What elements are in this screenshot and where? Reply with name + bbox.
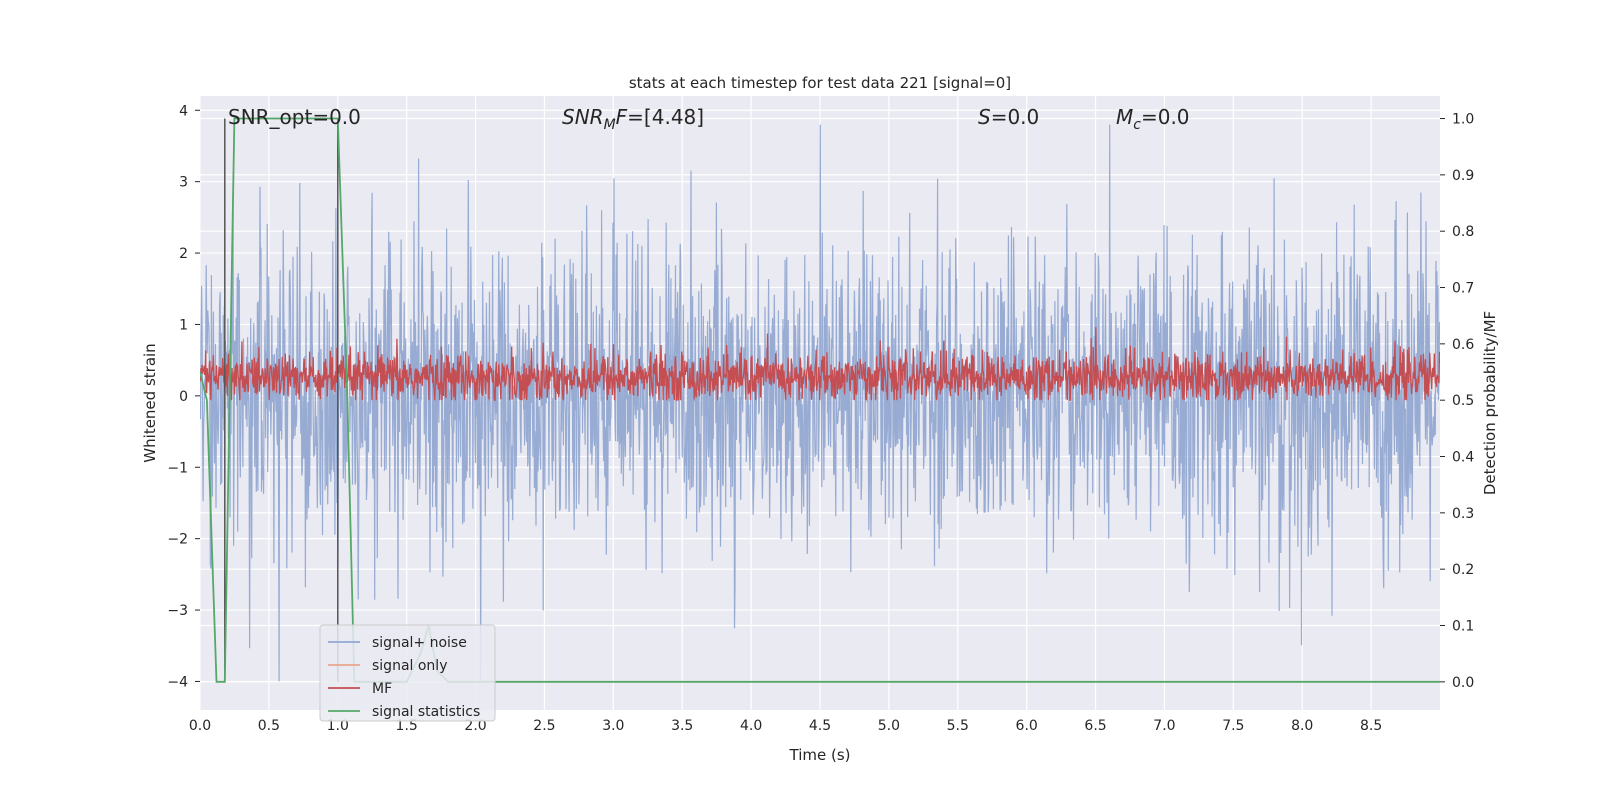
- x-axis: 0.0 0.5 1.0 1.5 2.0 2.5 3.0 3.5 4.0 4.5 5.0 5.5 6.0 6…: [189, 718, 1382, 734]
- series-signal-noise: [200, 124, 1440, 682]
- legend-label: signal+ noise: [372, 635, 467, 651]
- y-tick-label: −3: [167, 603, 188, 619]
- x-tick-label: 3.0: [602, 718, 624, 734]
- x-tick-label: 8.0: [1291, 718, 1313, 734]
- y-right-tick-label: 0.5: [1452, 393, 1474, 409]
- x-tick-label: 0.5: [258, 718, 280, 734]
- x-tick-label: 6.5: [1084, 718, 1106, 734]
- legend: signal+ noise signal only MF signal statist…: [319, 624, 496, 722]
- x-tick-label: 6.0: [1016, 718, 1038, 734]
- y-tick-label: 2: [179, 246, 188, 262]
- y-right-tick-label: 0.7: [1452, 281, 1474, 297]
- y-axis-right: 1.0 0.9 0.8 0.7 0.6 0.5 0.4 0.3 0.2 0.1 0.0: [1440, 112, 1474, 691]
- y-tick-label: 1: [179, 317, 188, 333]
- annotations: SNR_opt=0.0 SNRMF=[4.48] S=0.0 Mc=0.0: [228, 105, 1190, 133]
- y-right-tick-label: 0.0: [1452, 675, 1474, 691]
- x-tick-label: 1.0: [327, 718, 349, 734]
- x-tick-label: 2.0: [464, 718, 486, 734]
- legend-box: [319, 624, 496, 722]
- y-tick-label: −1: [167, 460, 188, 476]
- legend-label: signal only: [372, 658, 447, 674]
- y-right-tick-label: 0.3: [1452, 506, 1474, 522]
- annotation-snr-opt: SNR_opt=0.0: [228, 105, 361, 129]
- chart-title: stats at each timestep for test data 221…: [629, 74, 1011, 92]
- y-tick-label: −2: [167, 532, 188, 548]
- series-layer: [200, 117, 1440, 683]
- legend-label: signal statistics: [372, 704, 480, 720]
- x-tick-label: 5.0: [878, 718, 900, 734]
- annotation-snr-mf: SNRMF=[4.48]: [562, 105, 704, 133]
- y-tick-label: 3: [179, 175, 188, 191]
- y-axis-left-label: Whitened strain: [141, 343, 159, 462]
- annotation-mc: Mc=0.0: [1116, 105, 1190, 133]
- y-tick-label: −4: [167, 674, 188, 690]
- x-tick-label: 0.0: [189, 718, 211, 734]
- series-mf: [200, 326, 1440, 401]
- y-right-tick-label: 1.0: [1452, 112, 1474, 128]
- y-right-tick-label: 0.4: [1452, 450, 1474, 466]
- y-right-tick-label: 0.8: [1452, 224, 1474, 240]
- annotation-s: S=0.0: [978, 105, 1039, 129]
- x-tick-label: 7.0: [1153, 718, 1175, 734]
- x-tick-label: 2.5: [533, 718, 555, 734]
- x-tick-label: 5.5: [947, 718, 969, 734]
- y-right-tick-label: 0.1: [1452, 619, 1474, 635]
- y-tick-label: 0: [179, 389, 188, 405]
- y-right-tick-label: 0.9: [1452, 168, 1474, 184]
- y-tick-label: 4: [179, 103, 188, 119]
- x-tick-label: 1.5: [396, 718, 418, 734]
- x-tick-label: 4.0: [740, 718, 762, 734]
- x-axis-label: Time (s): [789, 746, 851, 764]
- y-axis-left: 4 3 2 1 0 −1 −2 −3 −4: [167, 103, 200, 690]
- x-tick-label: 8.5: [1360, 718, 1382, 734]
- y-right-tick-label: 0.2: [1452, 562, 1474, 578]
- y-axis-right-label: Detection probability/MF: [1481, 311, 1499, 495]
- legend-label: MF: [372, 681, 392, 697]
- x-tick-label: 7.5: [1222, 718, 1244, 734]
- x-tick-label: 4.5: [809, 718, 831, 734]
- x-tick-label: 3.5: [671, 718, 693, 734]
- y-right-tick-label: 0.6: [1452, 337, 1474, 353]
